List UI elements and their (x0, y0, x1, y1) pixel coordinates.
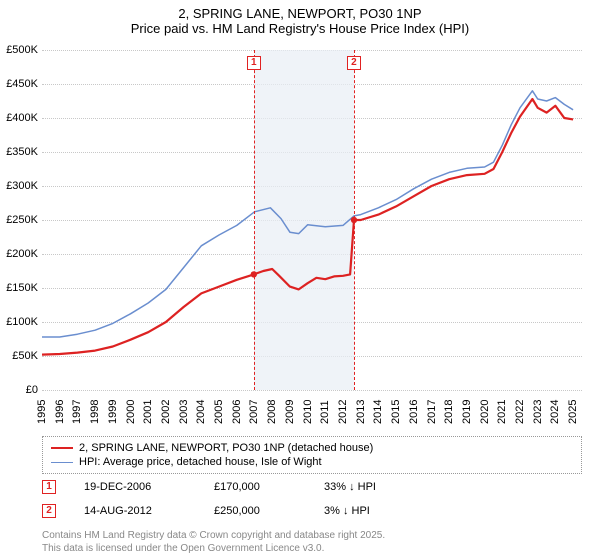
y-axis-label: £50K (0, 350, 38, 362)
footer-line: Contains HM Land Registry data © Crown c… (42, 530, 582, 543)
marker-badge: 1 (247, 56, 261, 70)
y-axis-label: £300K (0, 180, 38, 192)
sale-badge: 2 (42, 504, 56, 518)
footer-line: This data is licensed under the Open Gov… (42, 543, 582, 556)
sale-price: £250,000 (214, 505, 324, 517)
chart-lines (42, 50, 582, 390)
series-hpi (42, 91, 573, 337)
sale-row: 1 19-DEC-2006 £170,000 33% ↓ HPI (42, 480, 582, 494)
y-axis-label: £150K (0, 282, 38, 294)
y-axis-label: £100K (0, 316, 38, 328)
y-axis-label: £200K (0, 248, 38, 260)
legend-text: HPI: Average price, detached house, Isle… (79, 456, 322, 468)
legend-item: HPI: Average price, detached house, Isle… (51, 455, 573, 469)
marker-badge: 2 (347, 56, 361, 70)
legend-swatch-red (51, 447, 73, 449)
gridline (42, 390, 582, 391)
marker-line (354, 50, 355, 390)
legend-text: 2, SPRING LANE, NEWPORT, PO30 1NP (detac… (79, 442, 373, 454)
legend: 2, SPRING LANE, NEWPORT, PO30 1NP (detac… (42, 436, 582, 474)
y-axis-label: £400K (0, 112, 38, 124)
series-price_paid (42, 99, 573, 355)
y-axis-label: £0 (0, 384, 38, 396)
y-axis-label: £500K (0, 44, 38, 56)
footer: Contains HM Land Registry data © Crown c… (42, 530, 582, 555)
sale-date: 19-DEC-2006 (84, 481, 214, 493)
y-axis-label: £250K (0, 214, 38, 226)
sale-badge: 1 (42, 480, 56, 494)
legend-item: 2, SPRING LANE, NEWPORT, PO30 1NP (detac… (51, 441, 573, 455)
marker-line (254, 50, 255, 390)
legend-swatch-blue (51, 462, 73, 463)
chart: £0£50K£100K£150K£200K£250K£300K£350K£400… (42, 50, 582, 390)
page-subtitle: Price paid vs. HM Land Registry's House … (0, 21, 600, 36)
sale-delta: 3% ↓ HPI (324, 505, 582, 517)
y-axis-label: £350K (0, 146, 38, 158)
page-title: 2, SPRING LANE, NEWPORT, PO30 1NP (0, 6, 600, 21)
sale-row: 2 14-AUG-2012 £250,000 3% ↓ HPI (42, 504, 582, 518)
sale-delta: 33% ↓ HPI (324, 481, 582, 493)
sale-date: 14-AUG-2012 (84, 505, 214, 517)
sale-price: £170,000 (214, 481, 324, 493)
y-axis-label: £450K (0, 78, 38, 90)
